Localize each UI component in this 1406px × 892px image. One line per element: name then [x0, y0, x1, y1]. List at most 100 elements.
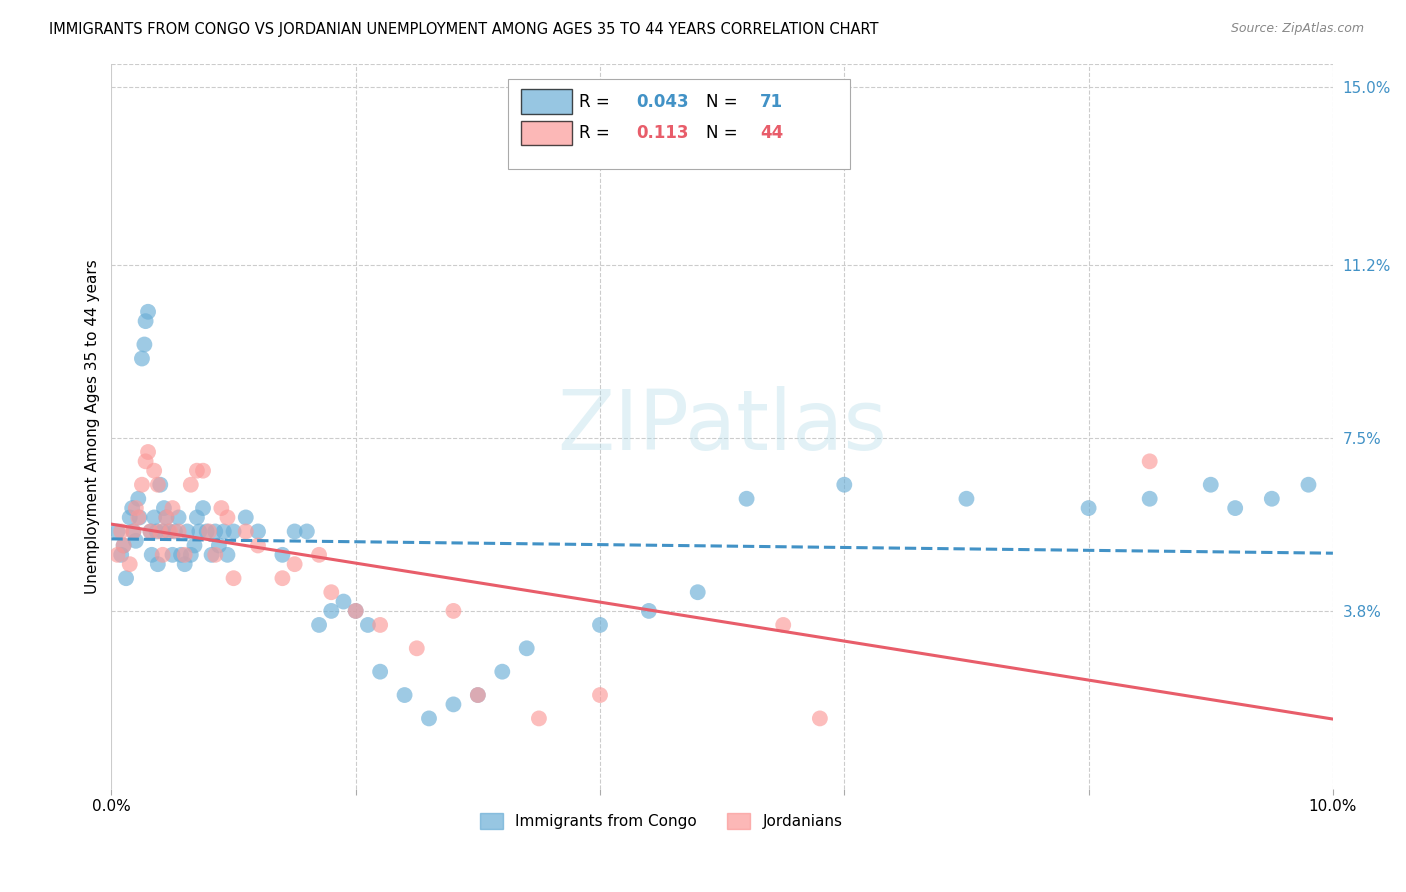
Text: ZIPatlas: ZIPatlas — [557, 386, 887, 467]
Point — [405, 641, 427, 656]
Point — [527, 711, 550, 725]
Point — [157, 524, 180, 539]
Point — [308, 618, 330, 632]
Point — [222, 571, 245, 585]
Point — [131, 351, 153, 366]
Point — [1261, 491, 1284, 506]
Point — [204, 548, 226, 562]
Point — [834, 477, 856, 491]
Point — [394, 688, 416, 702]
Point — [467, 688, 489, 702]
Point — [200, 548, 222, 562]
Point — [686, 585, 709, 599]
Point — [131, 477, 153, 491]
Point — [163, 524, 186, 539]
Point — [589, 688, 612, 702]
Point — [180, 548, 202, 562]
Point — [284, 524, 307, 539]
Point — [516, 641, 538, 656]
Point — [141, 548, 163, 562]
Point — [107, 548, 129, 562]
Point — [180, 477, 202, 491]
Point — [146, 557, 169, 571]
Point — [418, 711, 440, 725]
Point — [170, 548, 193, 562]
Point — [159, 524, 181, 539]
Point — [118, 557, 141, 571]
Point — [135, 454, 157, 468]
Point — [441, 604, 464, 618]
Text: N =: N = — [706, 124, 738, 142]
Point — [209, 501, 232, 516]
Point — [183, 539, 205, 553]
Point — [441, 698, 464, 712]
Y-axis label: Unemployment Among Ages 35 to 44 years: Unemployment Among Ages 35 to 44 years — [86, 259, 100, 594]
Point — [357, 618, 380, 632]
Point — [589, 618, 612, 632]
Point — [121, 501, 143, 516]
Point — [491, 665, 513, 679]
Point — [115, 571, 138, 585]
Point — [1298, 477, 1320, 491]
Point — [1225, 501, 1247, 516]
Point — [186, 510, 208, 524]
Point — [1139, 491, 1161, 506]
FancyBboxPatch shape — [520, 120, 572, 145]
Point — [173, 557, 195, 571]
Point — [955, 491, 977, 506]
Point — [143, 510, 166, 524]
Point — [1139, 454, 1161, 468]
Point — [135, 314, 157, 328]
FancyBboxPatch shape — [509, 78, 851, 169]
FancyBboxPatch shape — [520, 89, 572, 114]
Point — [112, 539, 135, 553]
Point — [136, 445, 159, 459]
Point — [122, 524, 145, 539]
Text: N =: N = — [706, 93, 738, 111]
Text: 0.113: 0.113 — [637, 124, 689, 142]
Text: 0.043: 0.043 — [637, 93, 689, 111]
Point — [308, 548, 330, 562]
Point — [321, 585, 343, 599]
Point — [344, 604, 367, 618]
Point — [146, 477, 169, 491]
Point — [204, 524, 226, 539]
Point — [152, 524, 174, 539]
Point — [176, 524, 198, 539]
Point — [295, 524, 318, 539]
Point — [107, 524, 129, 539]
Text: Source: ZipAtlas.com: Source: ZipAtlas.com — [1230, 22, 1364, 36]
Point — [246, 539, 269, 553]
Point — [110, 548, 132, 562]
Text: R =: R = — [579, 93, 610, 111]
Point — [271, 571, 294, 585]
Point — [149, 524, 172, 539]
Point — [208, 539, 231, 553]
Point — [368, 618, 391, 632]
Text: 44: 44 — [761, 124, 783, 142]
Point — [332, 594, 354, 608]
Point — [127, 510, 149, 524]
Point — [122, 524, 145, 539]
Point — [198, 524, 221, 539]
Point — [155, 510, 177, 524]
Point — [128, 510, 150, 524]
Point — [153, 501, 176, 516]
Legend: Immigrants from Congo, Jordanians: Immigrants from Congo, Jordanians — [474, 807, 848, 835]
Point — [772, 618, 794, 632]
Point — [344, 604, 367, 618]
Point — [212, 524, 235, 539]
Point — [235, 524, 257, 539]
Point — [735, 491, 758, 506]
Point — [235, 510, 257, 524]
Point — [152, 548, 174, 562]
Point — [162, 548, 184, 562]
Point — [139, 524, 162, 539]
Point — [467, 688, 489, 702]
Point — [217, 548, 239, 562]
Point — [139, 524, 162, 539]
Point — [127, 491, 149, 506]
Point — [222, 524, 245, 539]
Point — [134, 337, 156, 351]
Point — [155, 510, 177, 524]
